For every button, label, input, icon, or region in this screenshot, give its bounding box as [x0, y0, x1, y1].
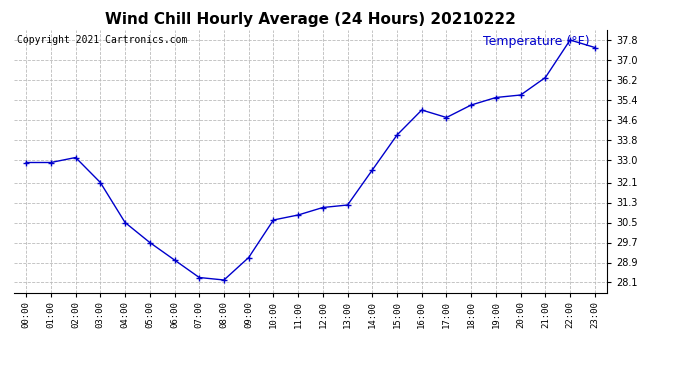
- Text: Copyright 2021 Cartronics.com: Copyright 2021 Cartronics.com: [17, 35, 187, 45]
- Title: Wind Chill Hourly Average (24 Hours) 20210222: Wind Chill Hourly Average (24 Hours) 202…: [105, 12, 516, 27]
- Text: Temperature (°F): Temperature (°F): [483, 35, 589, 48]
